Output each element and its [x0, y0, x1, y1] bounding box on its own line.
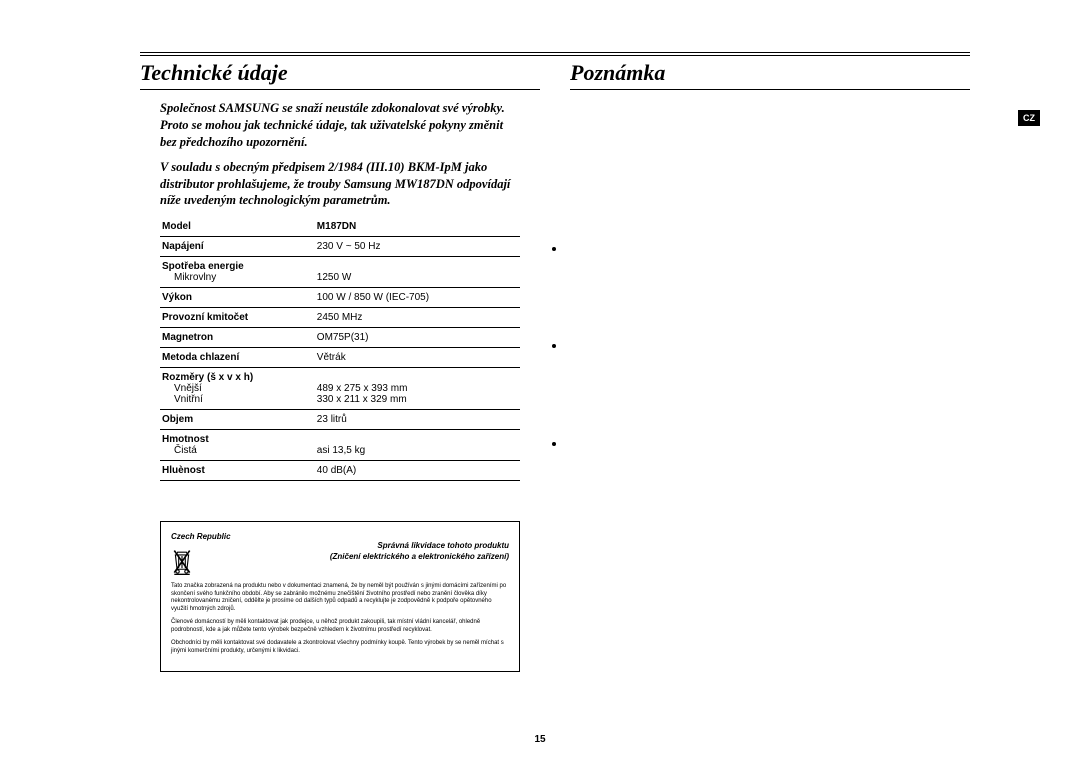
spec-dimensions-values: 489 x 275 x 393 mm 330 x 211 x 329 mm: [315, 368, 520, 410]
spec-consumption-label: Spotřeba energie: [162, 261, 244, 272]
spec-power-label: Napájení: [160, 237, 315, 257]
heading-technical: Technické údaje: [140, 60, 540, 86]
spec-volume-label: Objem: [160, 410, 315, 430]
spec-dim-inner-value: 330 x 211 x 329 mm: [317, 394, 407, 405]
specifications-table: Model M187DN Napájení 230 V ~ 50 Hz Spot…: [160, 217, 520, 481]
intro-paragraph-1: Společnost SAMSUNG se snaží neustále zdo…: [160, 100, 520, 151]
spec-magnetron-value: OM75P(31): [315, 328, 520, 348]
spec-cooling-value: Větrák: [315, 348, 520, 368]
binding-dots: [552, 60, 556, 672]
intro-paragraph-2: V souladu s obecným předpisem 2/1984 (II…: [160, 159, 520, 210]
disposal-body: Tato značka zobrazená na produktu nebo v…: [171, 583, 509, 655]
disposal-box: Czech Republic Správná likvidace tohoto …: [160, 521, 520, 672]
disposal-country: Czech Republic: [171, 532, 509, 541]
left-column: Technické údaje Společnost SAMSUNG se sn…: [140, 60, 540, 672]
spec-dimensions-inner-label: Vnitřní: [162, 394, 203, 405]
right-column: Poznámka CZ: [570, 60, 970, 672]
spec-dimensions-label: Rozměry (š x v x h): [162, 372, 253, 383]
spec-model-value: M187DN: [315, 217, 520, 237]
heading-note: Poznámka: [570, 60, 970, 86]
page-number: 15: [0, 734, 1080, 745]
spec-cooling-label: Metoda chlazení: [160, 348, 315, 368]
spec-consumption-cell: Spotřeba energie Mikrovlny: [160, 257, 315, 288]
spec-weight-cell: Hmotnost Čistá: [160, 430, 315, 461]
spec-dim-outer-value: 489 x 275 x 393 mm: [317, 383, 408, 394]
disposal-subtitle: (Zničení elektrického a elektronického z…: [330, 552, 509, 561]
spec-weight-value: asi 13,5 kg: [317, 445, 365, 456]
spec-noise-label: Hluènost: [160, 461, 315, 481]
spec-noise-value: 40 dB(A): [315, 461, 520, 481]
disposal-p3: Obchodníci by měli kontaktovat své dodav…: [171, 640, 509, 655]
spec-weight-sub: Čistá: [162, 445, 197, 456]
disposal-p2: Členové domácností by měli kontaktovat j…: [171, 619, 509, 634]
spec-consumption-sub: Mikrovlny: [162, 272, 216, 283]
disposal-title-block: Správná likvidace tohoto produktu (Zniče…: [201, 541, 509, 562]
spec-dimensions-outer-label: Vnější: [162, 383, 202, 394]
disposal-p1: Tato značka zobrazená na produktu nebo v…: [171, 583, 509, 613]
spec-consumption-value-cell: 1250 W: [315, 257, 520, 288]
spec-weight-label: Hmotnost: [162, 434, 209, 445]
weee-bin-icon: [171, 547, 193, 575]
spec-consumption-value: 1250 W: [317, 272, 351, 283]
spec-volume-value: 23 litrů: [315, 410, 520, 430]
spec-frequency-label: Provozní kmitočet: [160, 308, 315, 328]
spec-weight-value-cell: asi 13,5 kg: [315, 430, 520, 461]
spec-output-label: Výkon: [160, 288, 315, 308]
spec-output-value: 100 W / 850 W (IEC-705): [315, 288, 520, 308]
spec-power-value: 230 V ~ 50 Hz: [315, 237, 520, 257]
spec-model-label: Model: [160, 217, 315, 237]
spec-magnetron-label: Magnetron: [160, 328, 315, 348]
disposal-title: Správná likvidace tohoto produktu: [377, 541, 509, 550]
language-badge: CZ: [1018, 110, 1040, 126]
spec-dimensions-cell: Rozměry (š x v x h) Vnější Vnitřní: [160, 368, 315, 410]
spec-frequency-value: 2450 MHz: [315, 308, 520, 328]
